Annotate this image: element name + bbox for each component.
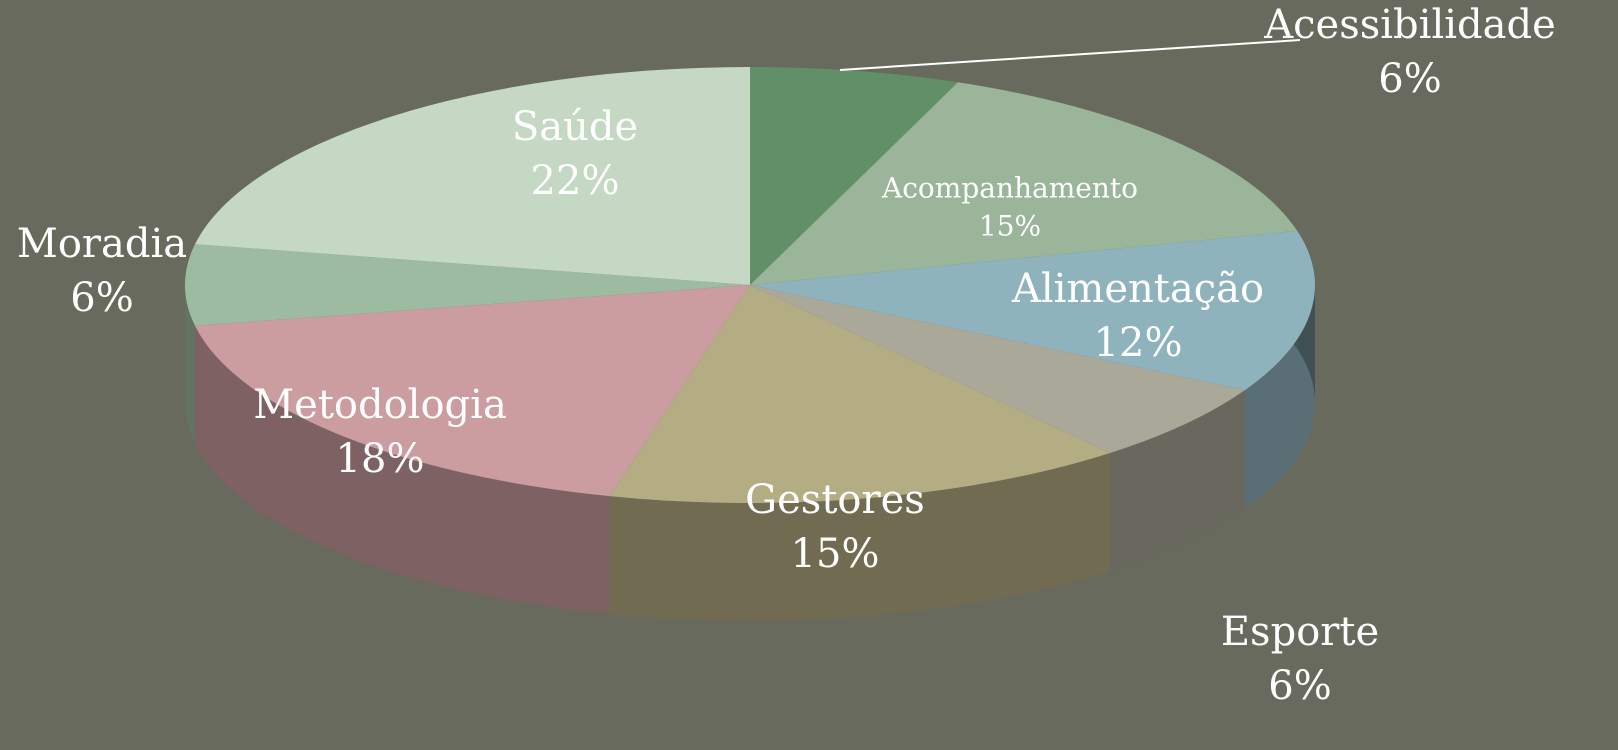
slice [750, 285, 1246, 453]
slice-label: Gestores [745, 477, 925, 523]
slice-side [195, 325, 610, 615]
slice [185, 244, 751, 326]
slice [750, 67, 958, 285]
slice-label: Acompanhamento [881, 172, 1138, 205]
slice-value-label: 6% [1268, 663, 1331, 709]
slice [750, 230, 1316, 391]
slice-label: Moradia [17, 221, 187, 267]
slice-label: Acessibilidade [1263, 2, 1556, 48]
slice [609, 285, 1111, 503]
slice-label: Esporte [1221, 609, 1379, 655]
slice [750, 82, 1298, 286]
slice-label: Saúde [512, 104, 638, 150]
leader-line [839, 39, 1301, 71]
slice-value-label: 6% [70, 275, 133, 321]
slice-value-label: 22% [531, 158, 620, 204]
slice-value-label: 12% [1094, 320, 1183, 366]
slice-value-label: 15% [791, 531, 880, 577]
slice-value-label: 15% [979, 209, 1041, 242]
slice-side [185, 285, 196, 444]
slice-label: Alimentação [1011, 266, 1264, 312]
slice-label: Metodologia [253, 382, 507, 428]
slice-side [609, 452, 1111, 621]
slice-value-label: 18% [336, 436, 425, 482]
slice [195, 285, 751, 497]
slice-value-label: 6% [1378, 56, 1441, 102]
slice [195, 67, 751, 285]
slice-side [1110, 390, 1246, 571]
